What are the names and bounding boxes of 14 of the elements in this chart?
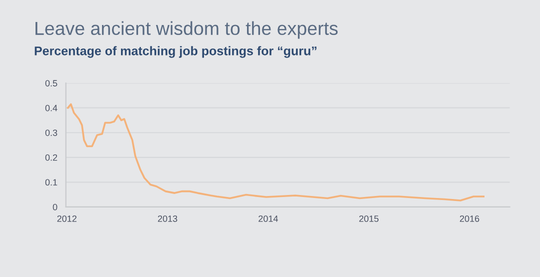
- chart-subtitle: Percentage of matching job postings for “guru”: [34, 46, 316, 58]
- y-tick-label: 0.2: [45, 154, 58, 161]
- y-tick-label: 0.1: [45, 179, 58, 186]
- x-tick-label: 2014: [258, 215, 278, 222]
- x-tick-label: 2016: [460, 215, 480, 222]
- x-tick-label: 2012: [57, 215, 76, 222]
- line-series: [66, 103, 484, 202]
- y-tick-label: 0.3: [45, 130, 58, 136]
- y-tick-label: 0.4: [45, 104, 58, 112]
- y-tick-label: 0: [52, 204, 58, 210]
- x-tick-label: 2013: [158, 215, 178, 222]
- y-tick-label: 0.5: [45, 80, 58, 86]
- chart-title: Leave ancient wisdom to the experts: [36, 21, 338, 39]
- x-tick-label: 2015: [359, 215, 379, 222]
